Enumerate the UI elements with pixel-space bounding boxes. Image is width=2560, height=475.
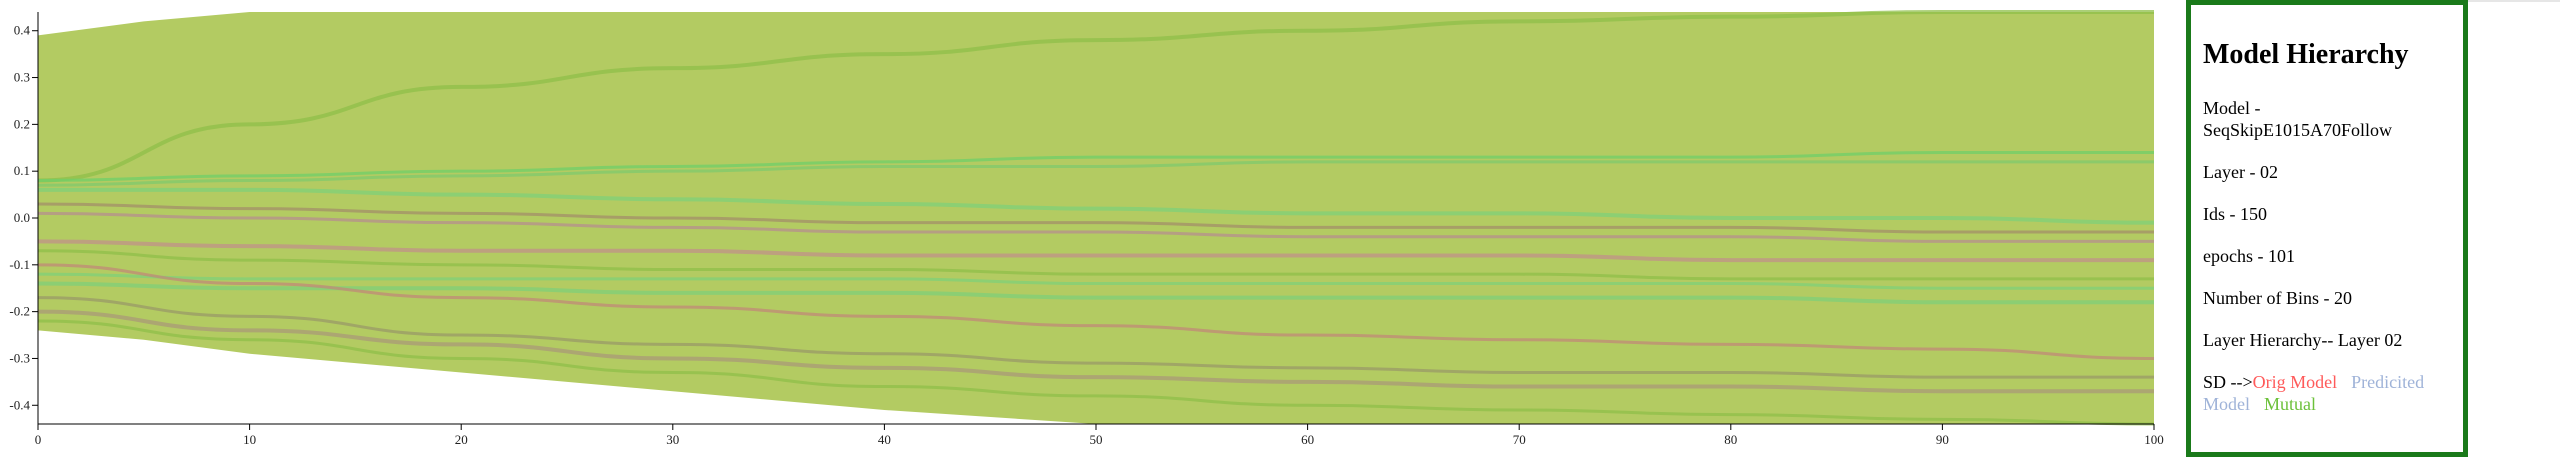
series-line-7 (37, 249, 2154, 281)
panel-title: Model Hierarchy (2203, 39, 2409, 70)
x-tick-label: 100 (2144, 432, 2164, 447)
y-tick-label: 0.3 (14, 70, 30, 85)
chart-svg: -0.4 -0.3 -0.2 -0.1 0.0 0.1 0.2 0.3 0.4 0 10 20 30 4… (9, 9, 2164, 447)
series-line-3 (38, 187, 2155, 225)
x-tick-label: 80 (1724, 432, 1737, 447)
series-line-12 (37, 309, 2154, 394)
series-line-5 (37, 211, 2154, 243)
series-line-0 (37, 9, 2154, 183)
bins-value: Number of Bins - 20 (2203, 288, 2352, 308)
y-tick-label: -0.4 (9, 397, 30, 412)
model-hierarchy-panel: Model Hierarchy Model - SeqSkipE1015A70F… (2186, 0, 2468, 457)
series-line-1 (37, 150, 2154, 183)
x-tick-label: 50 (1090, 432, 1103, 447)
series-line-8 (37, 272, 2154, 290)
x-tick-label: 90 (1936, 432, 1949, 447)
epochs-value: epochs - 101 (2203, 246, 2295, 266)
legend-predicted-model: Predicited Model (2203, 372, 2425, 414)
x-tick-label: 30 (666, 432, 679, 447)
x-tick-label: 40 (878, 432, 891, 447)
y-tick-label: 0.2 (14, 116, 30, 131)
layer-value: Layer - 02 (2203, 162, 2278, 182)
series-line-11 (37, 296, 2154, 379)
series-line-13 (37, 319, 2155, 426)
y-tick-label: -0.2 (9, 304, 30, 319)
y-tick-label: 0.0 (14, 210, 30, 225)
sd-prefix: SD --> (2203, 372, 2253, 392)
x-tick-label: 70 (1513, 432, 1526, 447)
y-tick-label: -0.3 (9, 350, 30, 365)
x-axis: 0 10 20 30 40 50 60 70 80 90 100 (35, 423, 2164, 447)
sd-legend: SD -->Orig Model Predicited Model Mutual (2203, 371, 2449, 415)
layer-hierarchy: Layer Hierarchy-- Layer 02 (2203, 330, 2403, 350)
x-tick-label: 10 (243, 432, 256, 447)
top-divider (2462, 0, 2560, 2)
series-line-2 (37, 160, 2154, 187)
model-name: Model - SeqSkipE1015A70Follow (2203, 98, 2393, 140)
series-line-6 (37, 239, 2154, 263)
x-tick-label: 20 (455, 432, 468, 447)
y-axis: -0.4 -0.3 -0.2 -0.1 0.0 0.1 0.2 0.3 0.4 (9, 12, 39, 424)
y-tick-label: -0.1 (9, 257, 30, 272)
ids-value: Ids - 150 (2203, 204, 2267, 224)
legend-orig-model: Orig Model (2252, 372, 2338, 392)
y-tick-label: 0.1 (14, 163, 30, 178)
x-tick-label: 0 (35, 432, 42, 447)
x-tick-label: 60 (1301, 432, 1314, 447)
series-line-4 (37, 202, 2154, 234)
legend-mutual: Mutual (2264, 394, 2316, 414)
series-line-10 (37, 263, 2155, 360)
plot-area (37, 9, 2155, 426)
y-tick-label: 0.4 (14, 23, 31, 38)
series-line-9 (37, 281, 2154, 305)
sd-band (38, 12, 2154, 424)
